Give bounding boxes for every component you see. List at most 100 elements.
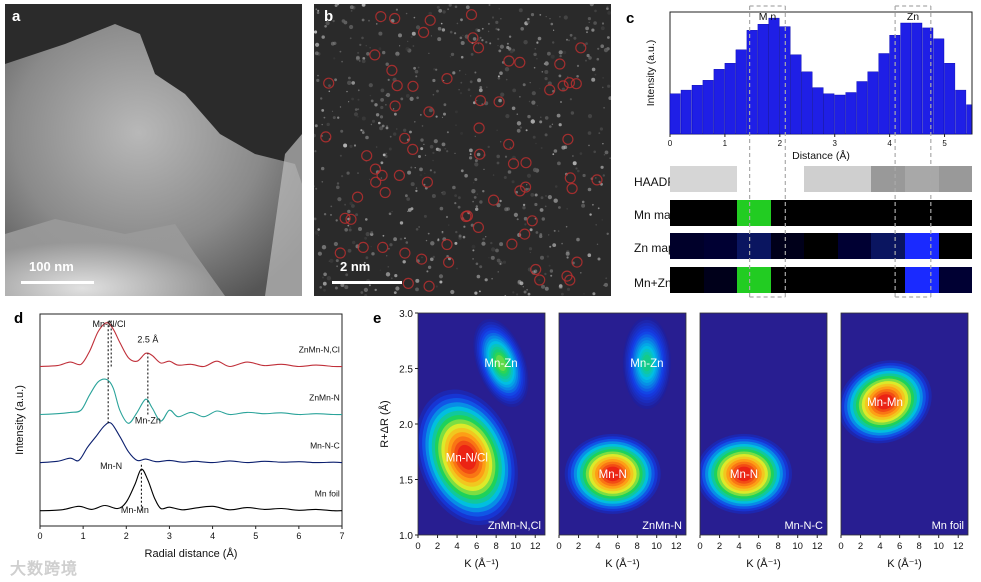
x-tick-label: 10 [651,541,662,552]
x-tick-label: 8 [917,541,922,552]
heatmap-sample-label: Mn foil [932,520,964,532]
x-tick-label: 2 [576,541,581,552]
heatmap-sample-label: Mn-N-C [785,520,824,532]
single-atom-marker [474,94,486,107]
x-tick-label: 5 [942,139,947,148]
x-tick-label: 10 [510,541,521,552]
single-atom-marker [488,194,500,206]
x-tick-label: 4 [454,541,459,552]
watermark-text: 大数跨境 [10,561,79,578]
single-atom-marker [441,238,453,251]
x-tick-label: 10 [792,541,803,552]
single-atom-marker [534,274,546,286]
single-atom-marker [424,14,436,26]
x-tick-label: 4 [736,541,741,552]
single-atom-marker [566,182,578,195]
x-tick-label: 2 [858,541,863,552]
map-cell [703,166,738,192]
histogram-bar [944,63,956,135]
peak-label: Mn-N/Cl [446,452,488,464]
panel-d-label: d [14,310,24,327]
map-cell [804,267,838,293]
map-label-mnzn: Mn+Zn [634,276,672,290]
x-tick-label: 12 [671,541,682,552]
heatmap-contours [700,433,792,514]
single-atom-marker [393,169,406,181]
map-cell [737,200,771,226]
x-tick-label: 2 [717,541,722,552]
single-atom-marker [351,191,364,203]
single-atom-marker [391,80,403,92]
x-tick-label: 2 [435,541,440,552]
series-label: ZnMn-N,Cl [299,344,340,354]
x-tick-label: 0 [37,531,42,541]
single-atom-marker [564,172,576,184]
y-axis-label: Intensity (a.u.) [14,385,26,455]
map-cell [938,233,973,259]
map-cell [871,166,905,192]
single-atom-marker [519,228,531,240]
x-tick-label: 8 [776,541,781,552]
map-cell [837,200,872,226]
x-tick-label: 4 [887,139,892,148]
map-cell [670,166,704,192]
single-atom-marker [472,42,485,54]
map-row-mn-map [670,200,973,226]
x-tick-label: 6 [296,531,301,541]
histogram-bar [867,71,879,135]
single-atom-marker [402,277,414,289]
panel-a-micrograph [5,4,302,296]
panel-e-label: e [373,310,382,327]
single-atom-marker [506,238,518,250]
map-row-zn-map [670,233,973,259]
contour-level [603,466,622,482]
histogram-bar [735,49,747,135]
single-atom-marker [441,72,453,85]
single-atom-marker [467,32,479,44]
map-cell [703,200,738,226]
heatmap-contours [418,319,529,526]
x-tick-label: 7 [339,531,344,541]
map-cell [670,200,704,226]
panel-a-scale-text: 100 nm [29,259,74,274]
annotation-label: 2.5 Å [137,334,158,344]
single-atom-marker [575,42,587,54]
contour-level [642,354,652,372]
single-atom-marker [361,150,373,162]
x-tick-label: 1 [81,531,86,541]
map-cell [770,233,805,259]
x-tick-label: 2 [778,139,783,148]
x-tick-label: 5 [253,531,258,541]
single-atom-marker [357,241,369,253]
single-atom-marker [561,270,573,282]
histogram-bar [834,94,846,135]
y-axis-label: Intensity (a.u.) [645,40,657,107]
histogram-bar [790,54,802,135]
single-atom-marker [520,157,532,169]
map-cell [938,267,973,293]
single-atom-marker [377,241,389,253]
histogram-bar [779,26,791,135]
x-tick-label: 0 [556,541,561,552]
histogram-bar [955,89,967,135]
map-cell [770,166,805,192]
x-tick-label: 6 [474,541,479,552]
heatmap-sample-label: ZnMn-N,Cl [488,520,541,532]
histogram-bar [812,87,824,135]
single-atom-marker [443,256,455,268]
histogram-bar [713,69,725,135]
panel-b-scale-bar [332,281,402,284]
single-atom-marker [520,181,532,193]
map-cell [837,233,872,259]
x-axis-label: K (Å⁻¹) [887,557,922,570]
single-atom-marker [474,148,486,160]
single-atom-marker [334,247,346,259]
single-atom-marker [557,80,569,92]
map-cell [670,267,704,293]
single-atom-marker [417,26,430,38]
single-atom-marker [514,56,526,69]
single-atom-marker [379,186,391,199]
peak-label: Mn-N [730,469,758,481]
single-atom-marker [389,100,401,112]
contour-level [735,466,753,482]
